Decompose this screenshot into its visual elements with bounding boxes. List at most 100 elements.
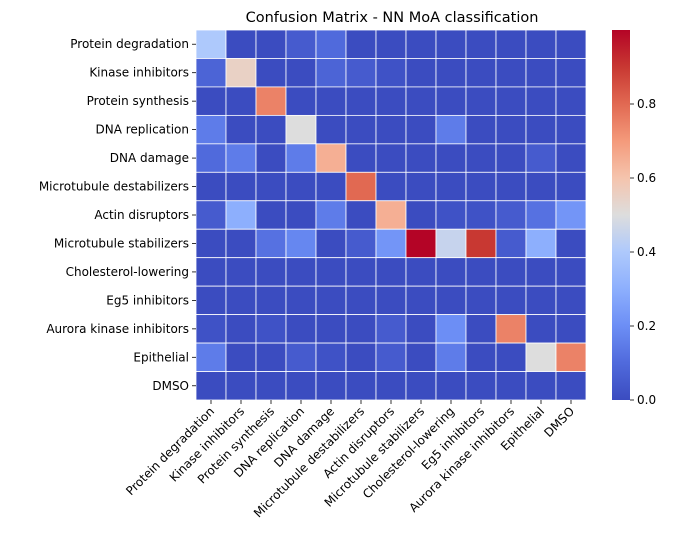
heatmap-cell xyxy=(525,58,557,88)
heatmap-cell xyxy=(315,171,347,202)
heatmap-cell xyxy=(495,285,527,316)
heatmap-cell xyxy=(495,29,527,59)
heatmap-cell xyxy=(255,143,287,173)
heatmap-cell xyxy=(495,314,527,344)
heatmap-cell xyxy=(225,171,257,202)
heatmap-cell xyxy=(285,143,317,173)
heatmap-cell xyxy=(255,86,287,116)
heatmap-cell xyxy=(465,86,497,116)
heatmap-cell xyxy=(315,228,347,259)
heatmap-cell xyxy=(435,285,467,316)
heatmap-cell xyxy=(555,29,587,59)
heatmap-cell xyxy=(525,342,557,372)
heatmap-cell xyxy=(525,171,557,202)
heatmap-cell xyxy=(555,228,587,259)
heatmap-cell xyxy=(465,314,497,344)
heatmap-cell xyxy=(345,171,377,202)
heatmap-cell xyxy=(495,86,527,116)
heatmap-cell xyxy=(345,314,377,344)
heatmap-cell xyxy=(375,29,407,59)
heatmap-cell xyxy=(435,58,467,88)
heatmap-cell xyxy=(255,171,287,202)
row-label: DNA damage xyxy=(110,151,189,165)
chart-title: Confusion Matrix - NN MoA classification xyxy=(246,10,539,26)
heatmap-cell xyxy=(195,314,227,344)
heatmap-cell xyxy=(435,342,467,372)
heatmap-cell xyxy=(465,114,497,145)
heatmap-cell xyxy=(195,114,227,145)
heatmap-cell xyxy=(345,58,377,88)
row-label: Actin disruptors xyxy=(94,208,189,222)
heatmap-cell xyxy=(195,285,227,316)
heatmap-cell xyxy=(495,114,527,145)
heatmap-cell xyxy=(375,86,407,116)
heatmap-cell xyxy=(405,114,437,145)
heatmap-cells xyxy=(195,29,587,401)
heatmap-cell xyxy=(255,228,287,259)
heatmap-cell xyxy=(495,371,527,401)
heatmap-cell xyxy=(465,29,497,59)
heatmap-cell xyxy=(195,171,227,202)
heatmap-cell xyxy=(255,29,287,59)
row-label: DMSO xyxy=(152,379,189,393)
heatmap-cell xyxy=(285,228,317,259)
heatmap-cell xyxy=(225,143,257,173)
heatmap-cell xyxy=(255,371,287,401)
heatmap-cell xyxy=(315,314,347,344)
heatmap-cell xyxy=(435,371,467,401)
heatmap-cell xyxy=(375,114,407,145)
heatmap-cell xyxy=(225,200,257,230)
heatmap-cell xyxy=(195,342,227,372)
row-label: Aurora kinase inhibitors xyxy=(46,322,189,336)
heatmap-cell xyxy=(405,228,437,259)
heatmap-cell xyxy=(495,58,527,88)
heatmap-cell xyxy=(195,200,227,230)
heatmap-cell xyxy=(315,58,347,88)
heatmap-cell xyxy=(195,29,227,59)
heatmap-cell xyxy=(375,143,407,173)
heatmap-cell xyxy=(315,285,347,316)
heatmap-cell xyxy=(495,171,527,202)
heatmap-cell xyxy=(375,371,407,401)
row-label: Eg5 inhibitors xyxy=(106,293,189,307)
column-label: DMSO xyxy=(541,404,577,440)
heatmap-cell xyxy=(525,314,557,344)
heatmap-cell xyxy=(525,29,557,59)
heatmap-cell xyxy=(405,29,437,59)
heatmap-cell xyxy=(465,58,497,88)
heatmap-cell xyxy=(225,228,257,259)
heatmap-cell xyxy=(285,257,317,287)
heatmap-cell xyxy=(225,114,257,145)
heatmap-cell xyxy=(315,257,347,287)
heatmap-cell xyxy=(465,143,497,173)
heatmap-cell xyxy=(315,86,347,116)
heatmap-cell xyxy=(405,86,437,116)
heatmap-cell xyxy=(255,114,287,145)
heatmap-cell xyxy=(345,285,377,316)
heatmap-cell xyxy=(375,228,407,259)
heatmap-cell xyxy=(435,314,467,344)
row-label: Cholesterol-lowering xyxy=(66,265,189,279)
heatmap-cell xyxy=(405,342,437,372)
heatmap-cell xyxy=(555,371,587,401)
heatmap-cell xyxy=(405,314,437,344)
heatmap-cell xyxy=(495,257,527,287)
heatmap-cell xyxy=(555,171,587,202)
heatmap-cell xyxy=(465,285,497,316)
colorbar-tick-label: 0.0 xyxy=(637,393,656,407)
row-label: Protein synthesis xyxy=(87,94,189,108)
heatmap-cell xyxy=(315,143,347,173)
heatmap-cell xyxy=(345,228,377,259)
heatmap-cell xyxy=(345,86,377,116)
heatmap-cell xyxy=(555,314,587,344)
heatmap-cell xyxy=(525,285,557,316)
heatmap-cell xyxy=(375,171,407,202)
row-label: Microtubule stabilizers xyxy=(54,236,189,250)
heatmap-cell xyxy=(285,29,317,59)
heatmap-cell xyxy=(225,257,257,287)
heatmap-cell xyxy=(225,86,257,116)
heatmap-cell xyxy=(495,228,527,259)
heatmap-cell xyxy=(285,200,317,230)
heatmap-cell xyxy=(465,371,497,401)
